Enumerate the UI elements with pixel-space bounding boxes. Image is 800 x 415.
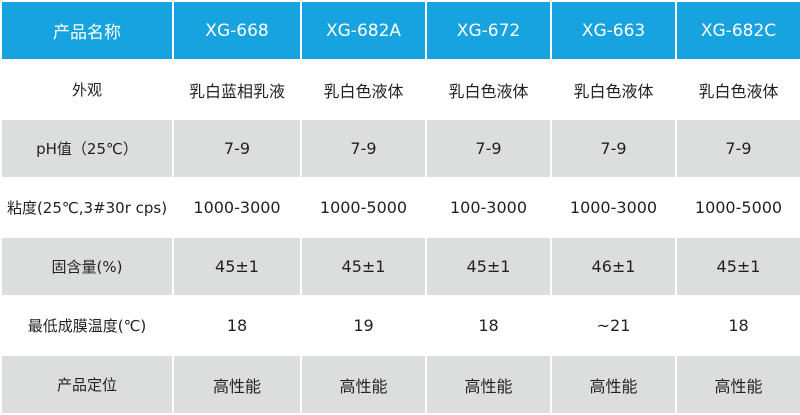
table-cell: 7-9: [172, 118, 302, 179]
table-cell: 45±1: [425, 236, 552, 297]
table-cell: 乳白蓝相乳液: [172, 59, 302, 120]
table-cell: 1000-3000: [550, 177, 677, 238]
row-label: 产品定位: [0, 354, 174, 415]
table-cell: 乳白色液体: [300, 59, 427, 120]
table-row: 粘度(25℃,3#30r cps) 1000-3000 1000-5000 100-3…: [0, 177, 800, 238]
table-row: 产品定位 高性能 高性能 高性能 高性能 高性能: [0, 354, 800, 415]
table-cell: 45±1: [172, 236, 302, 297]
table-cell: 高性能: [172, 354, 302, 415]
table-cell: 乳白色液体: [425, 59, 552, 120]
row-label: 粘度(25℃,3#30r cps): [0, 177, 174, 238]
table-cell: 7-9: [550, 118, 677, 179]
table-cell: 高性能: [300, 354, 427, 415]
table-cell: 乳白色液体: [675, 59, 800, 120]
table-row: 最低成膜温度(℃) 18 19 18 ~21 18: [0, 295, 800, 356]
table-cell: XG-663: [550, 0, 677, 61]
table-cell: 18: [172, 295, 302, 356]
table-row: 外观 乳白蓝相乳液 乳白色液体 乳白色液体 乳白色液体 乳白色液体: [0, 59, 800, 120]
table-cell: 高性能: [675, 354, 800, 415]
table-cell: 100-3000: [425, 177, 552, 238]
table-cell: 乳白色液体: [550, 59, 677, 120]
table-cell: 7-9: [300, 118, 427, 179]
table-cell: XG-672: [425, 0, 552, 61]
table-row: 固含量(%) 45±1 45±1 45±1 46±1 45±1: [0, 236, 800, 297]
table-cell: 高性能: [425, 354, 552, 415]
table-cell: 45±1: [300, 236, 427, 297]
table-cell: 1000-5000: [675, 177, 800, 238]
row-label: pH值（25℃）: [0, 118, 174, 179]
table-cell: XG-668: [172, 0, 302, 61]
row-label: 最低成膜温度(℃): [0, 295, 174, 356]
table-cell: XG-682A: [300, 0, 427, 61]
table-cell: 高性能: [550, 354, 677, 415]
table-cell: 46±1: [550, 236, 677, 297]
table-cell: 7-9: [675, 118, 800, 179]
table-row: pH值（25℃） 7-9 7-9 7-9 7-9 7-9: [0, 118, 800, 179]
table-cell: 18: [675, 295, 800, 356]
table-cell: 45±1: [675, 236, 800, 297]
table-cell: 18: [425, 295, 552, 356]
table-cell: XG-682C: [675, 0, 800, 61]
row-label: 外观: [0, 59, 174, 120]
table-cell: ~21: [550, 295, 677, 356]
table-row: 产品名称 XG-668 XG-682A XG-672 XG-663 XG-682C: [0, 0, 800, 61]
table-cell: 1000-3000: [172, 177, 302, 238]
table-cell: 7-9: [425, 118, 552, 179]
table-cell: 1000-5000: [300, 177, 427, 238]
table-cell: 19: [300, 295, 427, 356]
row-label: 产品名称: [0, 0, 174, 61]
row-label: 固含量(%): [0, 236, 174, 297]
